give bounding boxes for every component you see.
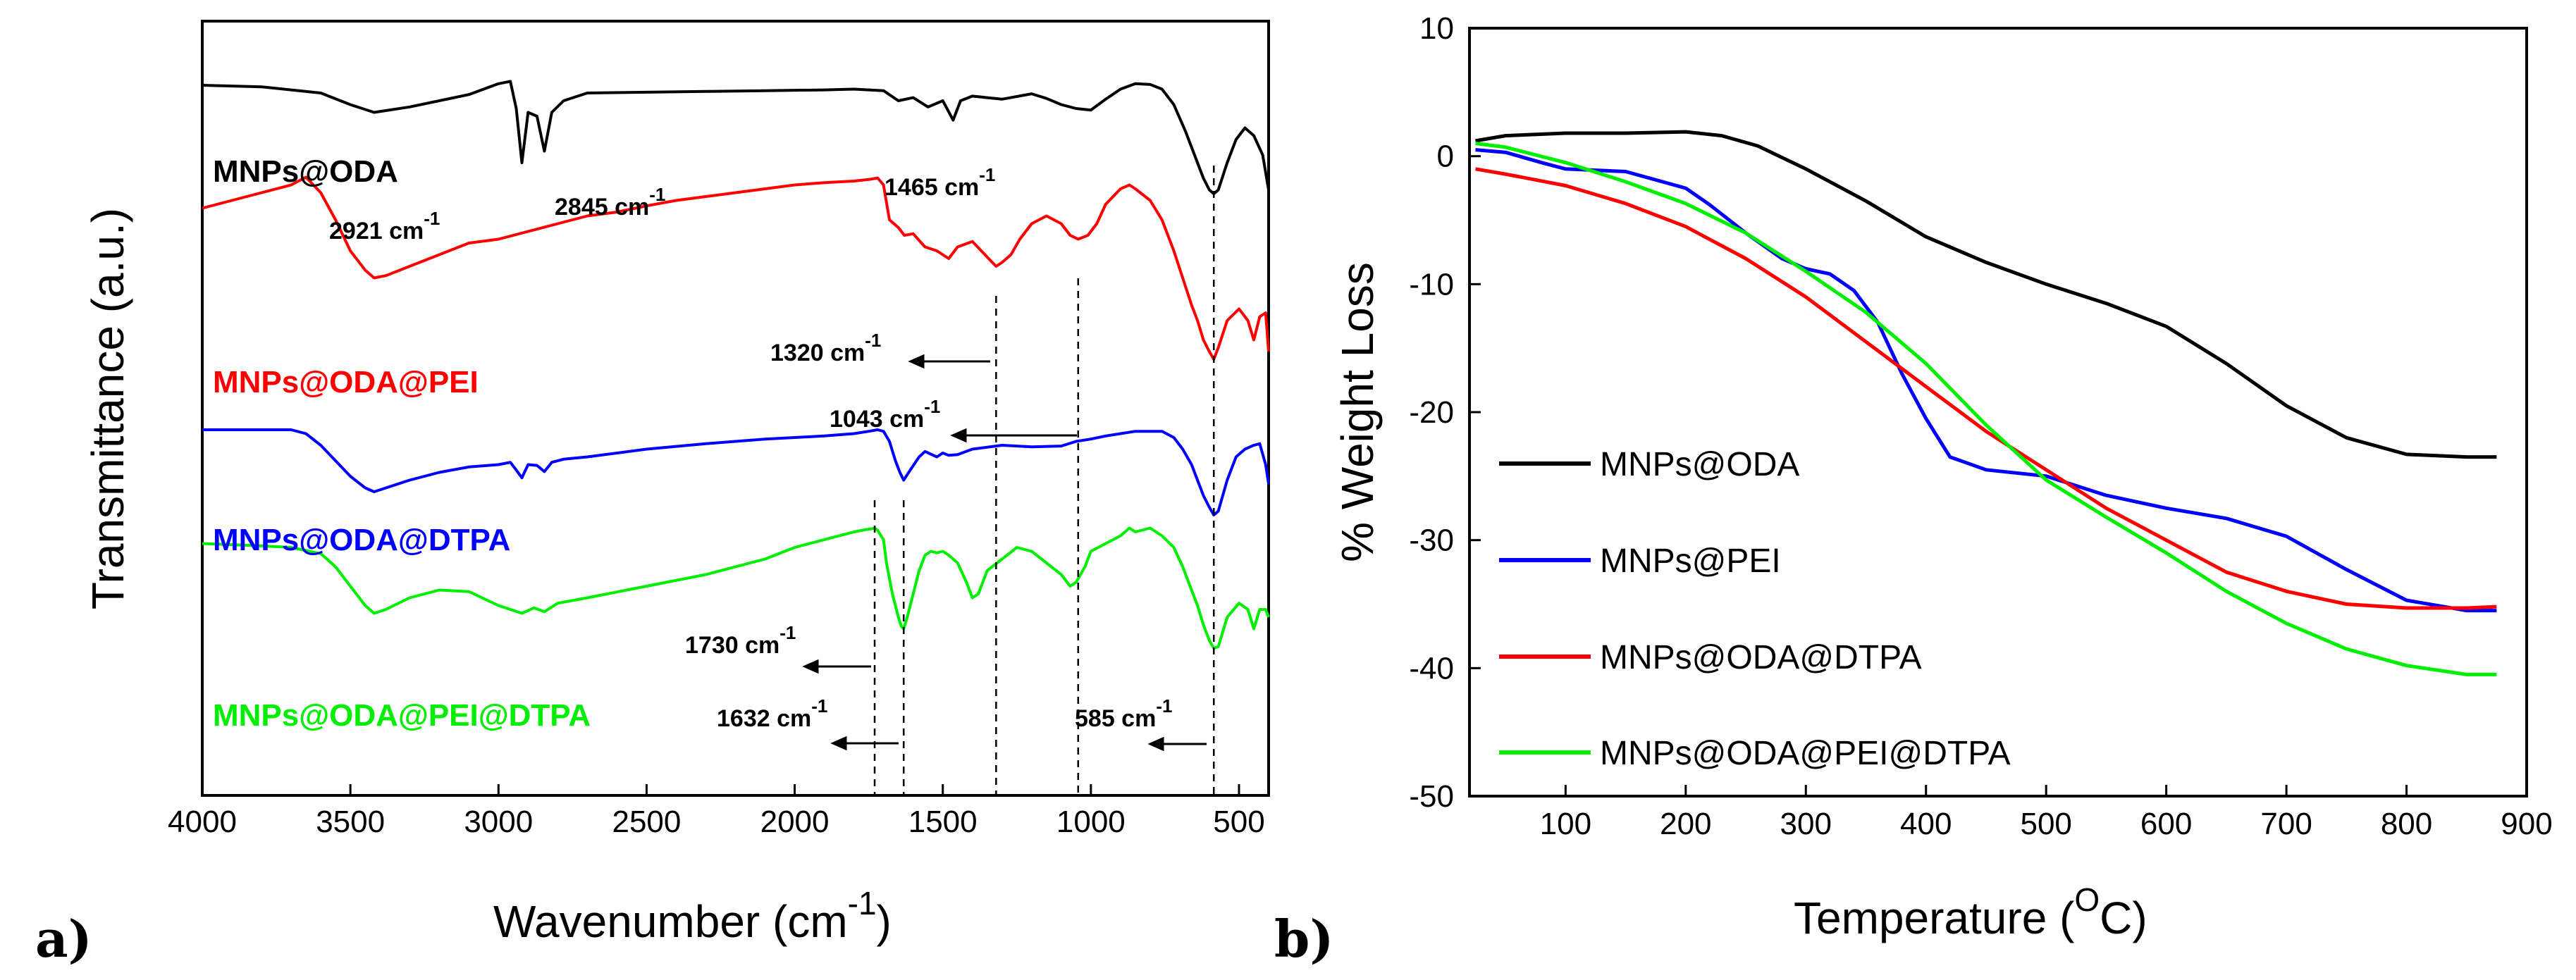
annotation-1632: 1632 cm-1	[717, 695, 827, 732]
ftir-panel: 4000 3500 3000 2500 2000 1500 1000 500 MNPs@ODA…	[35, 20, 1270, 969]
tga-series-mnps-oda	[1475, 130, 2497, 459]
tga-x-tick-label: 900	[2501, 807, 2552, 841]
svg-text:1730 cm-1: 1730 cm-1	[685, 622, 796, 659]
ftir-y-axis-title: Transmittance (a.u.)	[82, 208, 133, 609]
panel-label-b: b)	[1274, 909, 1333, 969]
svg-text:1320 cm-1: 1320 cm-1	[770, 330, 881, 366]
tga-plot-frame	[1468, 27, 2528, 798]
tga-x-tick-label: 800	[2381, 807, 2432, 841]
ftir-x-tick-label: 3000	[464, 805, 533, 839]
legend-label-mnps-oda-dtpa: MNPs@ODA@DTPA	[1600, 639, 1922, 676]
legend-label-mnps-pei: MNPs@PEI	[1600, 542, 1781, 580]
tga-series-mnps-oda-dtpa	[1475, 167, 2497, 610]
ftir-label-mnps-oda-pei-dtpa: MNPs@ODA@PEI@DTPA	[213, 698, 591, 733]
legend-label-mnps-oda-pei-dtpa: MNPs@ODA@PEI@DTPA	[1600, 735, 2011, 772]
ftir-x-tick-label: 4000	[168, 805, 237, 839]
annotation-2845: 2845 cm-1	[555, 184, 665, 221]
ftir-marker-lines	[873, 166, 1215, 795]
svg-text:2921 cm-1: 2921 cm-1	[329, 208, 440, 244]
tga-y-tick-label: -50	[1409, 779, 1454, 814]
tga-series-group	[1475, 130, 2497, 676]
tga-y-tick-label: -40	[1409, 651, 1454, 686]
tga-series-mnps-oda-pei-dtpa	[1475, 142, 2497, 676]
tga-x-tick-label: 400	[1900, 807, 1952, 841]
tga-panel: 100 200 300 400 500 600 700 800 900100-10-20-30-…	[1274, 11, 2553, 969]
svg-text:585 cm-1: 585 cm-1	[1075, 695, 1172, 732]
legend-label-mnps-oda: MNPs@ODA	[1600, 446, 1799, 483]
tga-x-tick-label: 600	[2140, 807, 2192, 841]
ftir-series-mnps-oda-dtpa	[202, 428, 1270, 516]
tga-legend: MNPs@ODA MNPs@PEI MNPs@ODA@DTPA MNPs@ODA…	[1499, 446, 2011, 772]
ftir-series-group	[202, 80, 1270, 650]
tga-y-tick-label: 0	[1437, 139, 1454, 174]
ftir-x-axis-title: Wavenumber (cm-1)	[493, 885, 892, 947]
svg-text:1043 cm-1: 1043 cm-1	[830, 396, 940, 433]
ftir-label-mnps-oda: MNPs@ODA	[213, 154, 398, 189]
ftir-x-ticks: 4000 3500 3000 2500 2000 1500 1000 500	[168, 784, 1265, 839]
svg-text:2845 cm-1: 2845 cm-1	[555, 184, 665, 221]
tga-y-tick-label: -20	[1409, 395, 1454, 430]
svg-text:1465 cm-1: 1465 cm-1	[885, 164, 995, 201]
tga-x-axis-title: Temperature (OC)	[1794, 881, 2147, 943]
annotation-1730: 1730 cm-1	[685, 622, 796, 659]
annotation-1320: 1320 cm-1	[770, 330, 881, 366]
tga-x-tick-label: 500	[2020, 807, 2071, 841]
ftir-x-tick-label: 500	[1213, 805, 1264, 839]
ftir-x-tick-label: 2000	[760, 805, 830, 839]
tga-axis-ticks: 100 200 300 400 500 600 700 800 900100-10-20-30-…	[1409, 11, 2552, 841]
ftir-x-tick-label: 1500	[908, 805, 978, 839]
ftir-label-mnps-oda-pei: MNPs@ODA@PEI	[213, 365, 479, 399]
tga-y-axis-title: % Weight Loss	[1332, 262, 1383, 562]
annotation-1465: 1465 cm-1	[885, 164, 995, 201]
ftir-series-mnps-oda-pei	[202, 175, 1270, 361]
annotation-1043: 1043 cm-1	[830, 396, 940, 433]
ftir-plot-frame	[201, 20, 1270, 797]
annotation-2921: 2921 cm-1	[329, 208, 440, 244]
tga-series-mnps-pei	[1475, 148, 2497, 613]
tga-y-tick-label: -30	[1409, 523, 1454, 558]
tga-x-tick-label: 300	[1780, 807, 1832, 841]
ftir-label-mnps-oda-dtpa: MNPs@ODA@DTPA	[213, 523, 510, 557]
ftir-series-mnps-oda-pei-dtpa	[202, 526, 1270, 650]
ftir-x-tick-label: 3500	[316, 805, 385, 839]
annotation-arrows	[802, 354, 1207, 752]
ftir-x-tick-label: 1000	[1056, 805, 1126, 839]
tga-x-tick-label: 200	[1660, 807, 1711, 841]
tga-x-tick-label: 700	[2260, 807, 2312, 841]
panel-label-a: a)	[35, 909, 92, 969]
annotation-585: 585 cm-1	[1075, 695, 1172, 732]
ftir-series-mnps-oda	[202, 80, 1270, 195]
ftir-x-tick-label: 2500	[612, 805, 681, 839]
tga-y-tick-label: -10	[1409, 267, 1454, 302]
tga-y-tick-label: 10	[1419, 11, 1454, 46]
tga-x-tick-label: 100	[1540, 807, 1591, 841]
svg-text:1632 cm-1: 1632 cm-1	[717, 695, 827, 732]
